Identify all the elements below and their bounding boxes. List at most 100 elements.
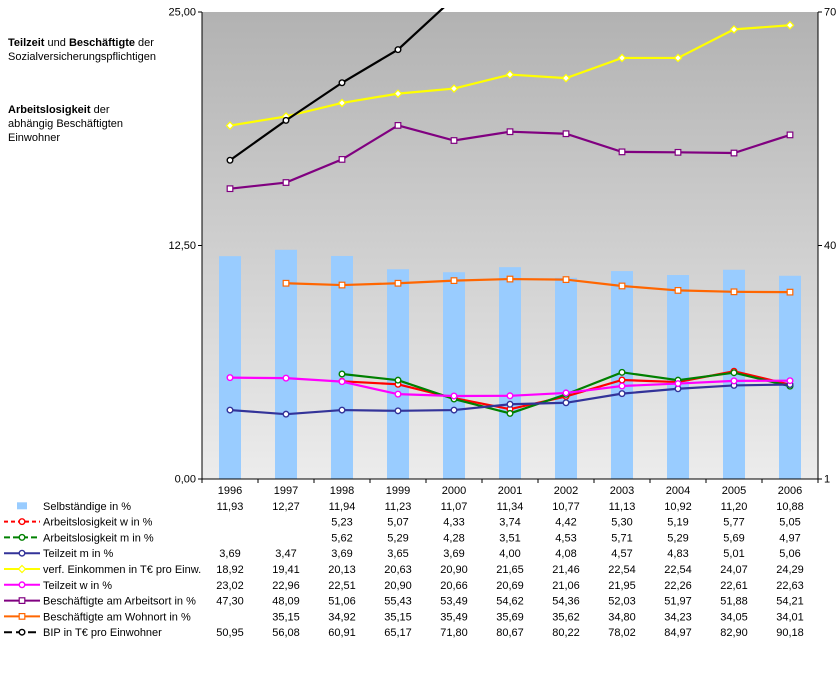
- value-label-3-2000: 3,69: [443, 548, 464, 560]
- lines-layer: [225, 8, 795, 418]
- value-label-7-1998: 34,92: [328, 611, 356, 623]
- value-label-7-2000: 35,49: [440, 611, 468, 623]
- point-5-2000: [450, 137, 458, 144]
- value-label-7-2006: 34,01: [776, 611, 804, 623]
- value-label-2-1998: 5,62: [331, 532, 352, 544]
- value-label-2-2003: 5,71: [611, 532, 632, 544]
- series-name-8: BIP in T€ pro Einwohner: [43, 627, 162, 639]
- value-label-5-2001: 20,69: [496, 580, 524, 592]
- value-label-6-2001: 54,62: [496, 596, 524, 608]
- point-6-2002: [562, 276, 570, 283]
- point-4-2005: [730, 377, 738, 385]
- value-label-0-2005: 11,20: [721, 501, 748, 513]
- point-7-1996: [226, 156, 234, 164]
- value-label-4-1997: 19,41: [272, 564, 300, 576]
- value-label-4-1998: 20,13: [328, 564, 356, 576]
- point-3-2006: [785, 20, 795, 30]
- series-name-7: Beschäftigte am Wohnort in %: [43, 611, 191, 623]
- value-label-5-2006: 22,63: [776, 580, 804, 592]
- point-7-1999: [394, 46, 402, 54]
- category-label-2001: 2001: [498, 485, 522, 497]
- series-name-1: Arbeitslosigkeit w in %: [43, 517, 153, 529]
- value-label-1-2000: 4,33: [443, 517, 464, 529]
- point-3-1998: [337, 98, 347, 108]
- value-label-2-2006: 4,97: [779, 532, 800, 544]
- value-label-6-2004: 51,97: [664, 596, 692, 608]
- value-label-6-2005: 51,88: [720, 596, 748, 608]
- value-label-1-2001: 3,74: [499, 517, 520, 529]
- series-line-7: [229, 8, 445, 162]
- point-2-2003: [618, 390, 626, 398]
- value-label-8-2000: 71,80: [440, 627, 468, 639]
- legend-key-4: [17, 564, 27, 574]
- value-label-5-1998: 22,51: [328, 580, 356, 592]
- series-2: [226, 380, 794, 418]
- point-5-2001: [506, 128, 514, 136]
- point-5-2006: [786, 131, 794, 139]
- left-tick-label: 12,50: [168, 240, 196, 252]
- series-line-6: [285, 277, 791, 294]
- side-note-bold-beschaeftigte: Beschäftigte: [68, 37, 135, 49]
- point-7-1997: [282, 116, 290, 124]
- point-5-2005: [730, 149, 738, 157]
- value-label-8-2003: 78,02: [608, 627, 636, 639]
- point-6-1997: [282, 279, 290, 287]
- value-label-1-2005: 5,77: [723, 517, 744, 529]
- point-5-1997: [282, 179, 290, 186]
- value-label-8-1996: 50,95: [216, 627, 244, 639]
- point-4-2004: [674, 380, 682, 388]
- point-6-2005: [730, 288, 738, 296]
- value-label-6-1998: 51,06: [328, 596, 356, 608]
- point-6-1999: [394, 279, 402, 287]
- right-tick-label: 40: [824, 240, 836, 252]
- value-label-7-2005: 34,05: [720, 611, 748, 623]
- point-1-2001: [506, 409, 514, 417]
- point-3-2003: [617, 53, 627, 63]
- point-2-2000: [450, 406, 458, 414]
- point-3-1996: [225, 121, 235, 130]
- category-label-1999: 1999: [386, 485, 410, 497]
- value-label-6-2000: 53,49: [440, 596, 468, 608]
- point-2-1996: [226, 406, 234, 414]
- point-1-1998: [338, 370, 346, 378]
- point-4-1996: [226, 374, 234, 382]
- point-5-1998: [338, 156, 346, 163]
- side-note-bold-teilzeit: Teilzeit: [8, 37, 45, 49]
- value-label-4-1996: 18,92: [216, 564, 244, 576]
- value-label-8-2002: 80,22: [552, 627, 580, 639]
- bar-1996: [219, 256, 241, 479]
- point-3-2000: [449, 84, 459, 93]
- point-6-2001: [506, 275, 514, 283]
- value-label-7-2001: 35,69: [496, 611, 524, 623]
- category-label-2000: 2000: [442, 485, 466, 497]
- value-label-4-2000: 20,90: [440, 564, 468, 576]
- value-label-3-2005: 5,01: [723, 548, 744, 560]
- value-label-7-1999: 35,15: [384, 611, 412, 623]
- series-name-6: Beschäftigte am Arbeitsort in %: [43, 596, 196, 608]
- point-4-1997: [282, 374, 290, 382]
- right-tick-label: 1: [824, 474, 830, 486]
- value-label-2-2005: 5,69: [723, 532, 744, 544]
- legend-key-6: [18, 597, 26, 604]
- value-label-6-1996: 47,30: [216, 596, 244, 608]
- category-label-2004: 2004: [666, 485, 690, 497]
- value-label-3-1997: 3,47: [275, 548, 296, 560]
- series-7: [226, 8, 445, 164]
- legend-key-7: [18, 612, 26, 620]
- side-note-line5: Einwohner: [8, 132, 60, 144]
- category-label-1997: 1997: [274, 485, 298, 497]
- value-label-5-2000: 20,66: [440, 580, 468, 592]
- series-3: [225, 20, 795, 130]
- value-label-5-2003: 21,95: [608, 580, 636, 592]
- value-label-4-2002: 21,46: [552, 564, 580, 576]
- bar-2002: [555, 277, 577, 479]
- value-label-1-2006: 5,05: [779, 517, 800, 529]
- point-2-2001: [506, 400, 514, 408]
- point-2-1999: [394, 407, 402, 415]
- value-label-6-1999: 55,43: [384, 596, 412, 608]
- value-label-1-2002: 4,42: [555, 517, 576, 529]
- value-label-8-2001: 80,67: [496, 627, 524, 639]
- value-label-2-2000: 4,28: [443, 532, 464, 544]
- value-label-3-2002: 4,08: [555, 548, 576, 560]
